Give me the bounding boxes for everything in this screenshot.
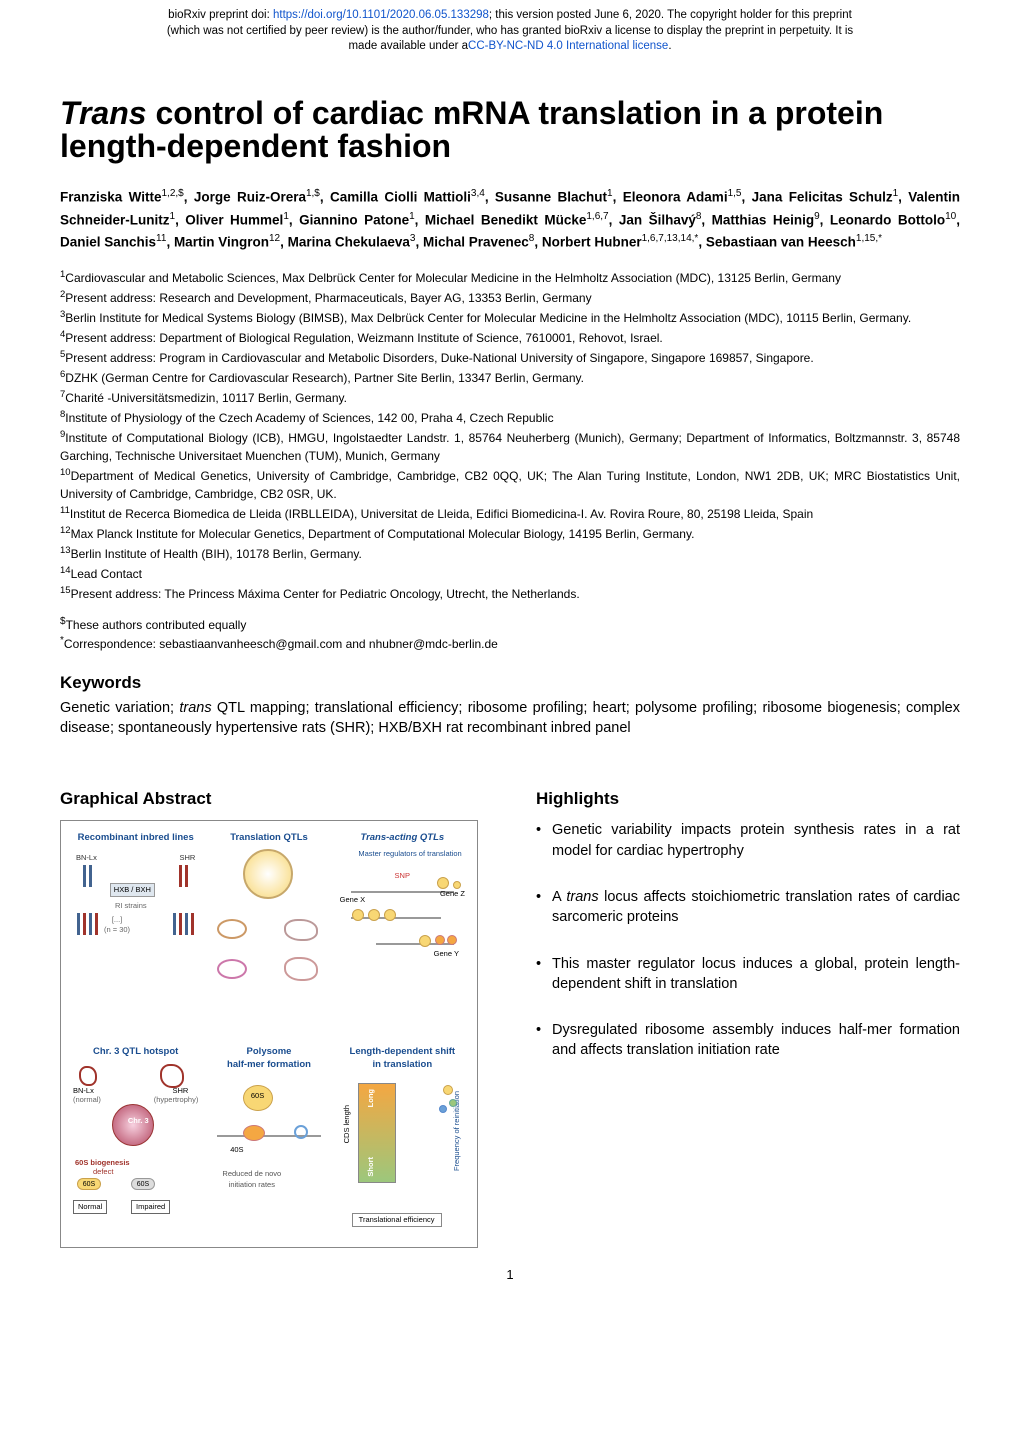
ga-chr3-label: Chr. 3 — [128, 1116, 149, 1127]
ga-caption-bl: Chr. 3 QTL hotspot — [71, 1045, 200, 1058]
highlights-heading: Highlights — [536, 787, 960, 811]
highlight-item: Dysregulated ribosome assembly induces h… — [536, 1020, 960, 1061]
ga-impaired-box: Impaired — [131, 1200, 170, 1215]
ga-60s-yellow: 60S — [77, 1178, 101, 1190]
affiliation-line: 11Institut de Recerca Biomedica de Lleid… — [60, 504, 960, 523]
title-italic: Trans — [60, 95, 147, 131]
title-rest: control of cardiac mRNA translation in a… — [60, 95, 883, 165]
affiliation-line: 5Present address: Program in Cardiovascu… — [60, 348, 960, 367]
authors-list: Franziska Witte1,2,$, Jorge Ruiz-Orera1,… — [60, 186, 960, 253]
affiliation-line: 9Institute of Computational Biology (ICB… — [60, 428, 960, 465]
ga-short-label: Short — [366, 1157, 377, 1177]
ga-snp-label: SNP — [395, 871, 410, 882]
affiliation-line: 1Cardiovascular and Metabolic Sciences, … — [60, 268, 960, 287]
ga-bn-label: BN-Lx — [76, 853, 97, 864]
contrib-text: These authors contributed equally — [66, 618, 247, 632]
ga-hyper-label: (hypertrophy) — [154, 1095, 199, 1106]
preprint-line3-lead: made available under a — [348, 40, 468, 52]
ga-panel-top-mid: Translation QTLs — [204, 831, 333, 1024]
ga-caption-tl: Recombinant inbred lines — [71, 831, 200, 844]
highlight-item: Genetic variability impacts protein synt… — [536, 820, 960, 861]
ga-60s-grey: 60S — [131, 1178, 155, 1190]
kw-italic: trans — [179, 700, 211, 716]
affiliation-line: 2Present address: Research and Developme… — [60, 288, 960, 307]
ga-reduced-label: Reduced de novo initiation rates — [222, 1169, 281, 1190]
preprint-line2: (which was not certified by peer review)… — [167, 25, 853, 37]
ga-ri-label: RI strains — [115, 901, 147, 912]
ga-cds-label: CDS length — [342, 1105, 353, 1143]
preprint-line1-tail: ; this version posted June 6, 2020. The … — [489, 9, 852, 21]
ga-panel-top-right: Trans-acting QTLs Master regulators of t… — [338, 831, 467, 1024]
affiliation-line: 4Present address: Department of Biologic… — [60, 328, 960, 347]
affiliations-list: 1Cardiovascular and Metabolic Sciences, … — [60, 268, 960, 603]
graphical-abstract-figure: Recombinant inbred lines BN-Lx SHR HXB /… — [60, 820, 478, 1248]
ga-40s-label: 40S — [230, 1145, 243, 1156]
ga-long-label: Long — [366, 1089, 377, 1107]
ga-genez-label: Gene Z — [440, 889, 465, 900]
ga-panel-bot-right: Length-dependent shift in translation Lo… — [338, 1045, 467, 1238]
ga-normal-label: (normal) — [73, 1095, 101, 1106]
affiliation-line: 7Charité -Universitätsmedizin, 10117 Ber… — [60, 388, 960, 407]
affiliation-line: 12Max Planck Institute for Molecular Gen… — [60, 524, 960, 543]
ga-n30-label: [...] (n = 30) — [104, 915, 130, 936]
ga-genex-label: Gene X — [340, 895, 365, 906]
kw-lead: Genetic variation; — [60, 700, 179, 716]
ga-caption-tr: Trans-acting QTLs — [338, 831, 467, 844]
paper-title: Trans control of cardiac mRNA translatio… — [60, 97, 960, 165]
affiliation-line: 15Present address: The Princess Máxima C… — [60, 584, 960, 603]
preprint-prefix: bioRxiv preprint doi: — [168, 9, 273, 21]
ga-60s-label: 60S — [251, 1091, 264, 1102]
corr-text: Correspondence: sebastiaanvanheesch@gmai… — [64, 637, 498, 651]
ga-defect-label: defect — [93, 1167, 113, 1178]
ga-hxb-label: HXB / BXH — [110, 883, 155, 898]
ga-geney-label: Gene Y — [434, 949, 459, 960]
affiliation-line: 14Lead Contact — [60, 564, 960, 583]
affiliation-line: 3Berlin Institute for Medical Systems Bi… — [60, 308, 960, 327]
contribution-correspondence: $These authors contributed equally *Corr… — [60, 615, 960, 654]
ga-panel-bot-mid: Polysome half-mer formation 60S 40S Redu… — [204, 1045, 333, 1238]
highlight-item: A trans locus affects stoichiometric tra… — [536, 887, 960, 928]
affiliation-line: 8Institute of Physiology of the Czech Ac… — [60, 408, 960, 427]
ga-caption-tm: Translation QTLs — [204, 831, 333, 844]
graphical-abstract-heading: Graphical Abstract — [60, 787, 492, 811]
highlights-list: Genetic variability impacts protein synt… — [536, 820, 960, 1060]
affiliation-line: 6DZHK (German Centre for Cardiovascular … — [60, 368, 960, 387]
keywords-heading: Keywords — [60, 671, 960, 695]
preprint-line3-tail: . — [668, 40, 671, 52]
ga-panel-bot-left: Chr. 3 QTL hotspot BN-Lx (normal) SHR (h… — [71, 1045, 200, 1238]
doi-link[interactable]: https://doi.org/10.1101/2020.06.05.13329… — [273, 9, 489, 21]
page-number: 1 — [60, 1266, 960, 1284]
ga-caption-bm: Polysome half-mer formation — [204, 1045, 333, 1072]
ga-normal-box: Normal — [73, 1200, 107, 1215]
preprint-banner: bioRxiv preprint doi: https://doi.org/10… — [0, 0, 1020, 59]
ga-panel-top-left: Recombinant inbred lines BN-Lx SHR HXB /… — [71, 831, 200, 1024]
ga-caption-br: Length-dependent shift in translation — [338, 1045, 467, 1072]
license-link[interactable]: CC-BY-NC-ND 4.0 International license — [468, 40, 668, 52]
highlight-item: This master regulator locus induces a gl… — [536, 954, 960, 995]
affiliation-line: 10Department of Medical Genetics, Univer… — [60, 466, 960, 503]
ga-shr-label: SHR — [179, 853, 195, 864]
ga-tr-sub: Master regulators of translation — [358, 849, 461, 860]
keywords-body: Genetic variation; trans QTL mapping; tr… — [60, 698, 960, 739]
affiliation-line: 13Berlin Institute of Health (BIH), 1017… — [60, 544, 960, 563]
ga-te-label: Translational efficiency — [352, 1213, 442, 1228]
